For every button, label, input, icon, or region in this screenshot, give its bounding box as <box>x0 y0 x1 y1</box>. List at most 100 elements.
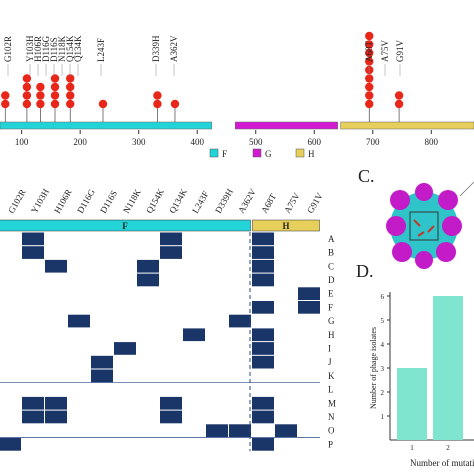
cell <box>114 369 136 383</box>
cell <box>114 424 136 437</box>
cell <box>68 328 90 342</box>
mutation-label: Y103H <box>25 35 35 62</box>
cell <box>91 273 113 287</box>
cell <box>91 355 113 369</box>
cell <box>298 301 320 314</box>
cell <box>0 287 21 300</box>
legend-swatch <box>252 148 262 158</box>
cell <box>114 355 136 369</box>
cell <box>137 410 159 424</box>
cell <box>298 424 320 437</box>
mutation-label: H106R <box>33 36 43 62</box>
cell <box>229 328 251 342</box>
legend-swatch <box>209 148 219 158</box>
cell <box>114 246 136 259</box>
cell <box>298 328 320 342</box>
cell <box>298 396 320 410</box>
cell <box>45 273 67 287</box>
column-label: A75V <box>282 191 302 215</box>
cell <box>183 273 205 287</box>
cell <box>160 287 182 300</box>
cell <box>160 301 182 314</box>
cell <box>68 438 90 451</box>
cell <box>298 438 320 451</box>
cell <box>68 246 90 259</box>
cell <box>275 314 297 328</box>
cell <box>22 259 44 273</box>
cell <box>114 410 136 424</box>
cell <box>68 410 90 424</box>
cell <box>91 396 113 410</box>
cell <box>206 232 228 246</box>
row-label: N <box>328 412 335 422</box>
cell <box>275 438 297 451</box>
cell <box>0 273 21 287</box>
cell <box>275 355 297 369</box>
cell <box>160 232 182 246</box>
cell <box>206 259 228 273</box>
cell <box>137 383 159 396</box>
lollipop <box>170 99 180 122</box>
column-label: A68T <box>259 191 278 215</box>
x-tick-label: 1 <box>410 444 414 452</box>
row-label: D <box>328 275 335 285</box>
cell <box>229 410 251 424</box>
cell <box>137 232 159 246</box>
cell <box>114 438 136 451</box>
cell <box>137 273 159 287</box>
cell <box>22 369 44 383</box>
mutation-label: G102R <box>3 36 13 62</box>
cell <box>68 232 90 246</box>
cell <box>206 301 228 314</box>
row-label: P <box>328 439 333 449</box>
cell <box>229 369 251 383</box>
cell <box>275 424 297 437</box>
cell <box>137 369 159 383</box>
cell <box>275 342 297 355</box>
y-tick-label: 3 <box>381 365 385 373</box>
domain-bar <box>340 121 474 130</box>
mutation-label: G91V <box>395 40 405 62</box>
cell <box>183 438 205 451</box>
cell <box>252 273 274 287</box>
cell <box>91 369 113 383</box>
cell <box>45 355 67 369</box>
x-tick-label: 700 <box>366 137 380 147</box>
bar <box>433 296 463 440</box>
cell <box>114 383 136 396</box>
group-label: F <box>122 221 128 231</box>
cell <box>275 410 297 424</box>
cell <box>45 301 67 314</box>
cell <box>183 328 205 342</box>
cell <box>229 259 251 273</box>
cell <box>206 273 228 287</box>
cell <box>229 314 251 328</box>
cell <box>114 301 136 314</box>
y-axis-label: Number of phage isolates <box>369 327 378 409</box>
cell <box>91 301 113 314</box>
cell <box>275 328 297 342</box>
cell <box>68 424 90 437</box>
cell <box>91 246 113 259</box>
cell <box>137 355 159 369</box>
cell <box>68 383 90 396</box>
cell <box>160 246 182 259</box>
cell <box>22 396 44 410</box>
cell <box>183 287 205 300</box>
cell <box>229 396 251 410</box>
cell <box>45 396 67 410</box>
cell <box>45 369 67 383</box>
cell <box>275 396 297 410</box>
cell <box>45 259 67 273</box>
cell <box>0 410 21 424</box>
row-label: J <box>328 357 332 367</box>
mutation-label: D339H <box>151 35 161 62</box>
cell <box>298 369 320 383</box>
lollipop <box>22 74 32 122</box>
cell <box>206 369 228 383</box>
lollipop <box>66 74 75 122</box>
cell <box>0 342 21 355</box>
cell <box>229 301 251 314</box>
mutation-label: D116S <box>49 37 59 62</box>
